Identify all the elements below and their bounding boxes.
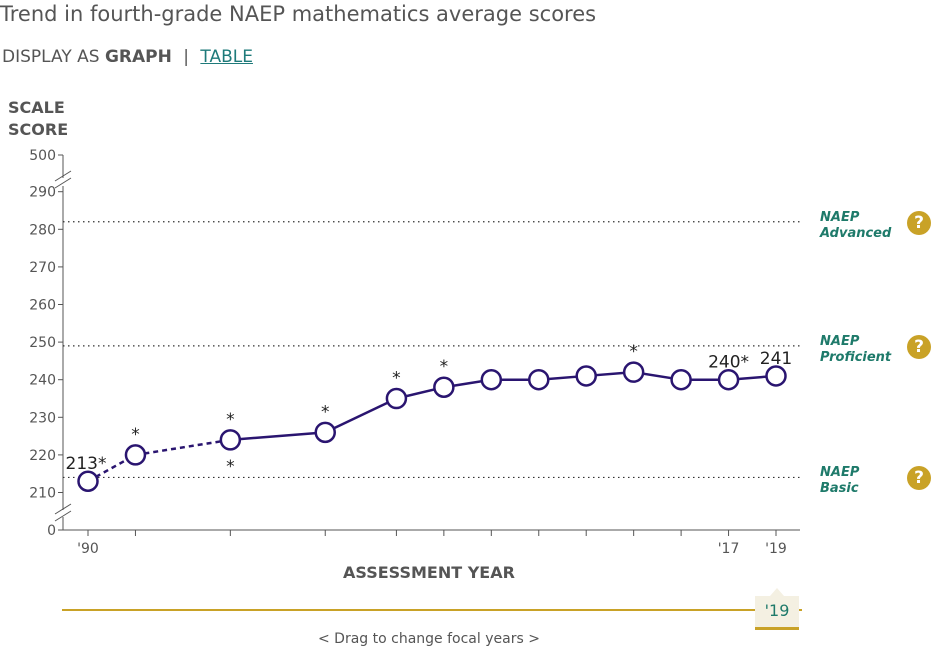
y-tick-label-210: 210 bbox=[29, 486, 56, 502]
data-point-2017 bbox=[717, 368, 740, 391]
y-tick-label-260: 260 bbox=[29, 298, 56, 314]
y-axis-title: SCALE SCORE bbox=[8, 97, 68, 141]
sig-star-below-1996: * bbox=[226, 457, 235, 477]
focal-year-slider-track[interactable] bbox=[62, 609, 802, 611]
drag-hint: < Drag to change focal years > bbox=[318, 631, 540, 647]
y-axis-title-line1: SCALE bbox=[8, 98, 65, 117]
help-proficient-icon[interactable]: ? bbox=[907, 335, 931, 359]
data-point-2000 bbox=[314, 421, 336, 444]
data-label-2017: 240* bbox=[708, 353, 749, 373]
separator: | bbox=[183, 47, 189, 67]
data-point-1990 bbox=[77, 470, 99, 492]
level-proficient-line1: NAEP bbox=[820, 334, 860, 349]
focal-year-slider-handle[interactable]: '19 bbox=[755, 588, 799, 630]
y-tick-label-290: 290 bbox=[29, 185, 56, 201]
sig-star-2003: * bbox=[392, 369, 401, 389]
data-point-2009 bbox=[528, 368, 550, 391]
data-point-2015 bbox=[670, 368, 692, 391]
graph-option[interactable]: GRAPH bbox=[104, 47, 172, 67]
page-title: Trend in fourth-grade NAEP mathematics a… bbox=[0, 2, 597, 26]
level-advanced-line2: Advanced bbox=[820, 226, 892, 241]
level-label-basic: NAEP Basic bbox=[820, 465, 859, 497]
level-basic-line1: NAEP bbox=[820, 465, 860, 480]
sig-star-2005: * bbox=[440, 357, 449, 377]
sig-star-1992: * bbox=[131, 425, 140, 445]
y-tick-label-220: 220 bbox=[29, 448, 56, 464]
y-axis-title-line2: SCORE bbox=[8, 120, 69, 139]
series-segment-2000-2003 bbox=[324, 397, 397, 434]
data-point-2011 bbox=[575, 365, 597, 387]
y-tick-label-250: 250 bbox=[29, 335, 56, 351]
y-axis-break-top-a bbox=[54, 170, 72, 182]
x-tick-label-1990: '90 bbox=[77, 541, 99, 557]
data-point-2013 bbox=[622, 361, 645, 383]
y-axis-break-bottom-b bbox=[54, 510, 72, 522]
data-point-2005 bbox=[433, 376, 455, 398]
y-tick-label-0: 0 bbox=[47, 523, 56, 539]
x-tick-label-2019: '19 bbox=[765, 541, 787, 557]
data-label-1990: 213* bbox=[66, 454, 107, 474]
data-label-2019: 241 bbox=[760, 349, 792, 369]
level-proficient-line2: Proficient bbox=[820, 350, 892, 365]
level-label-proficient: NAEP Proficient bbox=[820, 334, 891, 366]
sig-star-1996: * bbox=[226, 410, 235, 430]
data-point-2003 bbox=[385, 387, 408, 410]
x-tick-label-2017: '17 bbox=[718, 541, 740, 557]
data-point-2019 bbox=[765, 365, 787, 387]
y-tick-label-500: 500 bbox=[29, 148, 56, 164]
trend-chart: 0 210 220 230 240 250 260 270 280 290 500 '90 '17 '19… bbox=[29, 148, 800, 557]
y-tick-label-240: 240 bbox=[29, 373, 56, 389]
sig-star-2013: * bbox=[629, 342, 638, 362]
sig-star-2000: * bbox=[321, 402, 330, 422]
help-basic-icon[interactable]: ? bbox=[907, 466, 931, 490]
display-as-label: DISPLAY AS bbox=[2, 47, 100, 67]
series-segment-1996-2000 bbox=[230, 431, 326, 442]
series-segment-1992-1996 bbox=[135, 438, 231, 457]
level-basic-line2: Basic bbox=[820, 481, 859, 496]
display-toggle: DISPLAY AS GRAPH | TABLE bbox=[2, 47, 253, 67]
help-advanced-icon[interactable]: ? bbox=[907, 211, 931, 235]
data-point-2007 bbox=[480, 368, 503, 391]
y-axis-break-bottom-a bbox=[54, 503, 72, 515]
level-label-advanced: NAEP Advanced bbox=[820, 210, 891, 242]
data-point-1992 bbox=[124, 444, 147, 466]
y-tick-label-270: 270 bbox=[29, 260, 56, 276]
y-tick-label-280: 280 bbox=[29, 222, 56, 238]
y-tick-label-230: 230 bbox=[29, 410, 56, 426]
x-axis-title: ASSESSMENT YEAR bbox=[343, 563, 515, 582]
data-point-1996 bbox=[219, 429, 242, 451]
y-axis-break-top-b bbox=[54, 177, 72, 189]
level-advanced-line1: NAEP bbox=[820, 210, 860, 225]
table-link[interactable]: TABLE bbox=[200, 47, 253, 67]
